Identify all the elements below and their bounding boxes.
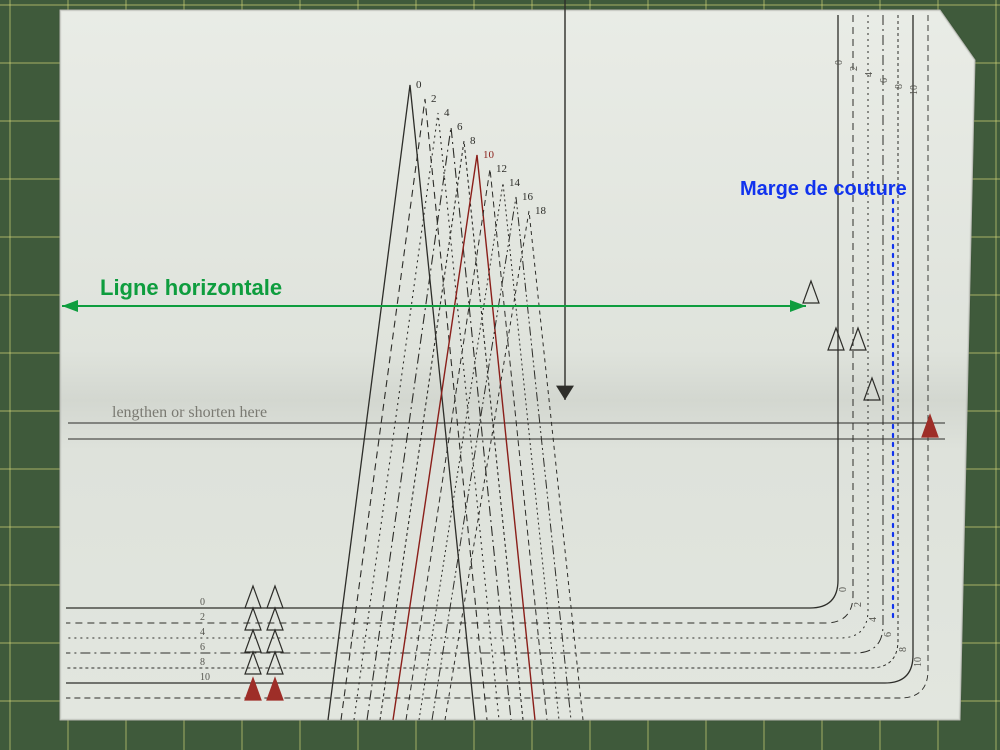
svg-text:8: 8 — [898, 647, 909, 652]
svg-text:0: 0 — [200, 597, 205, 608]
svg-text:6: 6 — [200, 642, 205, 653]
pattern-diagram: lengthen or shorten here0002224446668881… — [0, 0, 1000, 750]
diagram-svg: lengthen or shorten here0002224446668881… — [0, 0, 1000, 750]
svg-text:4: 4 — [868, 617, 879, 622]
svg-text:10: 10 — [483, 149, 495, 161]
svg-text:2: 2 — [853, 602, 864, 607]
svg-text:6: 6 — [879, 78, 890, 83]
svg-text:0: 0 — [416, 79, 422, 91]
svg-text:0: 0 — [834, 60, 845, 65]
svg-text:6: 6 — [883, 632, 894, 637]
svg-text:10: 10 — [200, 672, 210, 683]
svg-text:16: 16 — [522, 191, 534, 203]
svg-text:8: 8 — [200, 657, 205, 668]
svg-text:lengthen or shorten here: lengthen or shorten here — [112, 404, 267, 421]
annotation-ligne-horizontale: Ligne horizontale — [100, 275, 282, 301]
svg-text:14: 14 — [509, 177, 521, 189]
annotation-marge-de-couture: Marge de couture — [740, 178, 907, 201]
svg-text:4: 4 — [200, 627, 205, 638]
svg-text:2: 2 — [431, 93, 437, 105]
svg-text:10: 10 — [909, 85, 920, 95]
svg-text:6: 6 — [457, 121, 463, 133]
svg-text:10: 10 — [913, 657, 924, 667]
svg-text:8: 8 — [894, 84, 905, 89]
svg-text:4: 4 — [444, 107, 450, 119]
svg-text:4: 4 — [864, 72, 875, 77]
svg-text:8: 8 — [470, 135, 476, 147]
svg-text:2: 2 — [200, 612, 205, 623]
svg-text:12: 12 — [496, 163, 507, 175]
svg-text:2: 2 — [849, 66, 860, 71]
svg-text:18: 18 — [535, 205, 547, 217]
svg-text:0: 0 — [838, 587, 849, 592]
